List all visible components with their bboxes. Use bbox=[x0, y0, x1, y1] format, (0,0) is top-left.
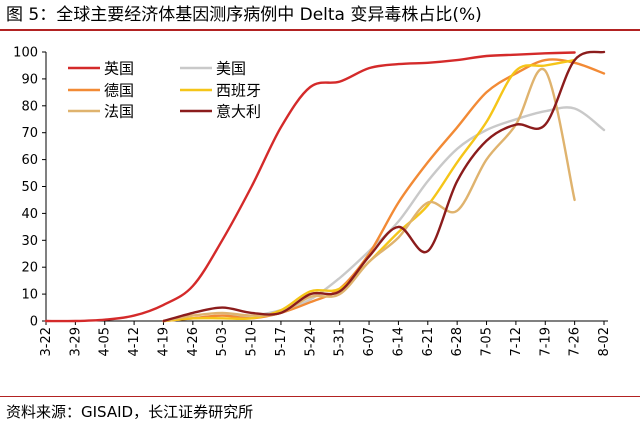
y-tick-label: 0 bbox=[30, 315, 38, 330]
figure-title: 图 5：全球主要经济体基因测序病例中 Delta 变异毒株占比(%) bbox=[6, 5, 482, 25]
x-tick-label: 4-12 bbox=[127, 327, 142, 357]
series-line-0 bbox=[44, 51, 576, 323]
delta-share-line-chart: 0 10 20 30 40 50 60 70 80 90 100 3-22 3-29 4-05 4-12 4-… bbox=[13, 46, 612, 357]
legend-label: 意大利 bbox=[216, 103, 261, 121]
x-tick-label: 3-22 bbox=[39, 327, 54, 357]
x-tick-label: 7-05 bbox=[480, 327, 495, 357]
y-tick-label: 70 bbox=[21, 126, 38, 141]
chart-axes: 0 10 20 30 40 50 60 70 80 90 100 3-22 3-29 4-05 4-12 4-… bbox=[13, 46, 612, 357]
legend-label: 美国 bbox=[216, 60, 246, 78]
x-tick-label: 4-26 bbox=[186, 327, 201, 357]
x-tick-label: 6-07 bbox=[362, 327, 377, 357]
x-tick-label: 4-19 bbox=[156, 327, 171, 357]
series-line-5 bbox=[162, 50, 606, 323]
x-tick-label: 5-24 bbox=[303, 327, 318, 357]
x-tick-label: 8-02 bbox=[597, 327, 612, 357]
x-tick-label: 3-29 bbox=[68, 327, 83, 357]
y-tick-label: 10 bbox=[21, 288, 38, 303]
x-tick-label: 7-19 bbox=[538, 327, 553, 357]
x-tick-label: 5-10 bbox=[245, 327, 260, 357]
x-tick-label: 7-12 bbox=[509, 327, 524, 357]
x-tick-label: 6-14 bbox=[391, 327, 406, 357]
y-tick-label: 100 bbox=[13, 46, 38, 61]
x-tick-label: 7-26 bbox=[568, 327, 583, 357]
source-note: 资料来源：GISAID，长江证券研究所 bbox=[6, 403, 254, 421]
legend-label: 法国 bbox=[104, 103, 134, 121]
y-tick-label: 90 bbox=[21, 72, 38, 87]
x-tick-label: 5-17 bbox=[274, 327, 289, 357]
x-tick-label: 5-03 bbox=[215, 327, 230, 357]
title-divider bbox=[0, 29, 640, 31]
y-tick-label: 60 bbox=[21, 153, 38, 168]
chart-series-lines bbox=[44, 50, 606, 323]
y-tick-label: 30 bbox=[21, 234, 38, 249]
series-line-4 bbox=[162, 67, 576, 323]
y-tick-label: 50 bbox=[21, 180, 38, 195]
x-tick-label: 4-05 bbox=[98, 327, 113, 357]
x-tick-label: 5-31 bbox=[333, 327, 348, 357]
x-tick-label: 6-21 bbox=[421, 327, 436, 357]
y-tick-label: 40 bbox=[21, 207, 38, 222]
series-line-1 bbox=[162, 106, 606, 323]
y-tick-label: 20 bbox=[21, 261, 38, 276]
footer-divider bbox=[0, 396, 640, 397]
legend-label: 西班牙 bbox=[216, 82, 261, 100]
y-tick-label: 80 bbox=[21, 99, 38, 114]
legend-label: 英国 bbox=[104, 60, 134, 78]
legend-label: 德国 bbox=[104, 82, 134, 100]
x-tick-label: 6-28 bbox=[450, 327, 465, 357]
